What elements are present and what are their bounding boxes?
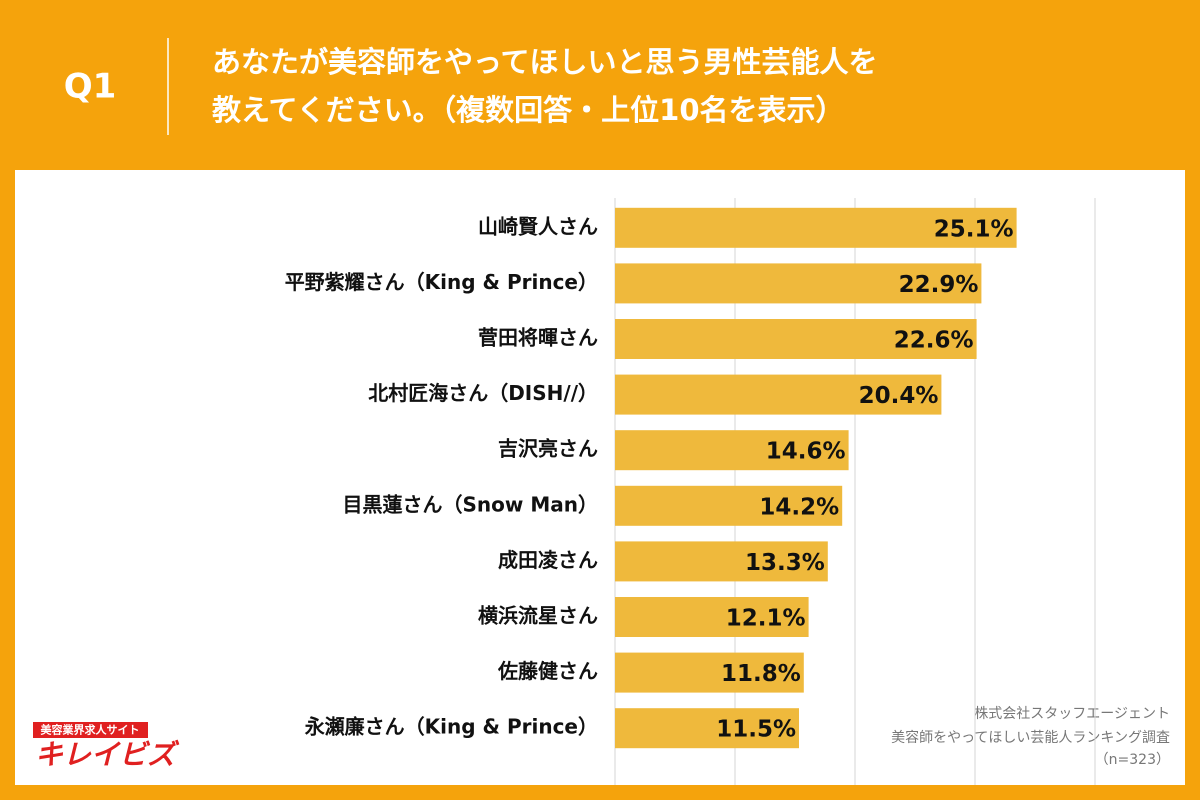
bar [615, 263, 982, 304]
bar [615, 541, 828, 582]
bar [615, 430, 849, 471]
bar [615, 319, 977, 359]
category-label: 菅田将暉さん [478, 326, 598, 350]
value-label: 14.6% [766, 439, 846, 465]
category-label: 佐藤健さん [497, 659, 598, 683]
bar [615, 652, 804, 693]
logo-banner [33, 722, 148, 738]
value-label: 13.3% [745, 550, 825, 576]
value-label: 11.5% [716, 717, 796, 743]
note: 株式会社スタッフエージェント [974, 706, 1170, 722]
value-label: 22.6% [894, 328, 974, 354]
category-label: 永瀬廉さん（King & Prince） [304, 715, 598, 739]
category-label: 目黒蓮さん（Snow Man） [343, 492, 598, 516]
value-label: 12.1% [726, 606, 806, 632]
category-label: 北村匠海さん（DISH//） [368, 381, 598, 405]
category-label: 成田凌さん [498, 548, 598, 572]
note: 美容師をやってほしい芸能人ランキング調査 [891, 729, 1170, 746]
bar [615, 708, 799, 749]
title-line: あなたが美容師をやってほしいと思う男性芸能人を [212, 45, 878, 79]
category-label: 山崎賢人さん [478, 214, 598, 238]
bar [615, 207, 1017, 248]
bar [615, 485, 843, 526]
category-label: 平野紫耀さん（King & Prince） [285, 270, 598, 294]
value-label: 25.1% [934, 216, 1014, 242]
logo-tagline: 美容業界求人サイト [41, 723, 140, 737]
panel [15, 170, 1185, 785]
question-number: Q1 [64, 67, 117, 107]
logo-name: キレイビズ [35, 738, 180, 771]
category-label: 横浜流星さん [478, 604, 598, 628]
value-label: 11.8% [721, 661, 801, 687]
note: （n=323） [1095, 752, 1170, 768]
bar [615, 597, 809, 637]
value-label: 20.4% [859, 383, 939, 409]
value-label: 14.2% [759, 494, 839, 520]
value-label: 22.9% [899, 272, 979, 298]
title-line: 教えてください。（複数回答・上位10名を表示） [212, 93, 845, 127]
bar [615, 374, 942, 415]
category-label: 吉沢亮さん [498, 437, 598, 461]
